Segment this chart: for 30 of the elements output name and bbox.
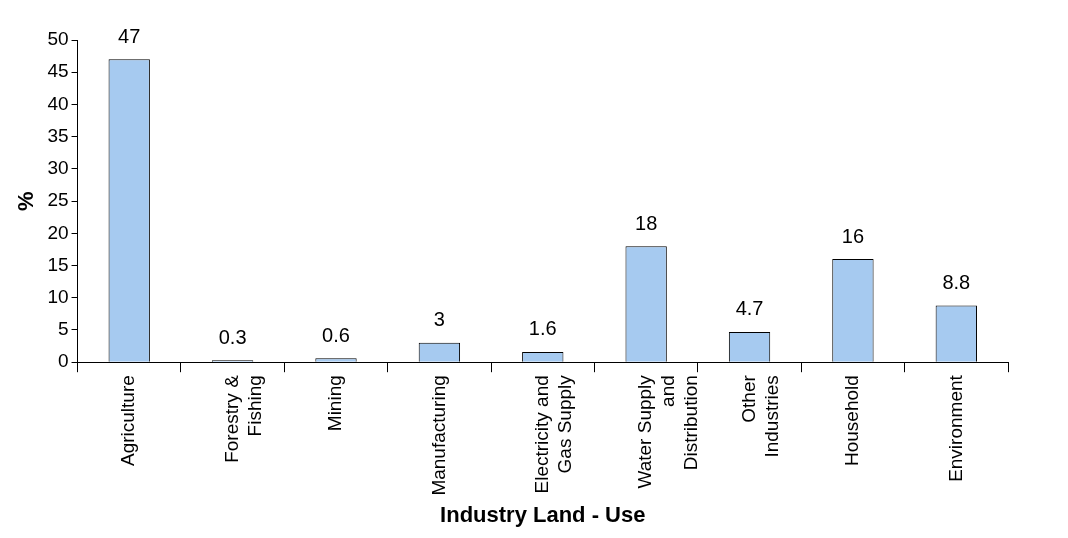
x-tick-label: Household	[841, 375, 863, 467]
x-tick-label: Environment	[944, 374, 966, 482]
data-label: 1.6	[528, 317, 557, 340]
x-tick-label: Electricity and Gas Supply	[531, 374, 575, 494]
data-label: 47	[118, 24, 141, 47]
data-label: 3	[433, 308, 445, 331]
data-label: 4.7	[735, 297, 764, 320]
x-tick-label: Mining	[324, 375, 346, 432]
x-tick-label: Water Supply and Distribution	[634, 374, 701, 489]
data-label: 8.8	[942, 271, 971, 294]
y-tick-label: 45	[47, 60, 69, 82]
x-axis-title: Industry Land - Use	[440, 501, 646, 527]
y-axis-title: %	[13, 191, 39, 211]
x-tick-label: Agriculture	[117, 375, 139, 467]
y-tick-label: 50	[47, 28, 69, 50]
x-tick-label: Manufacturing	[427, 375, 449, 496]
y-tick-label: 5	[57, 318, 69, 340]
data-label: 0.3	[218, 325, 247, 348]
data-label: 0.6	[322, 323, 350, 346]
data-label: 18	[635, 211, 658, 234]
data-label: 16	[841, 224, 865, 247]
y-tick-label: 35	[47, 124, 69, 146]
y-tick-label: 15	[47, 253, 69, 275]
x-tick-label: Forestry & Fishing	[220, 374, 265, 463]
y-tick-label: 20	[47, 221, 69, 243]
y-tick-label: 40	[47, 92, 69, 114]
y-tick-label: 0	[57, 350, 69, 372]
y-tick-label: 25	[47, 189, 69, 211]
y-tick-label: 30	[47, 157, 69, 179]
y-tick-label: 10	[47, 285, 69, 307]
